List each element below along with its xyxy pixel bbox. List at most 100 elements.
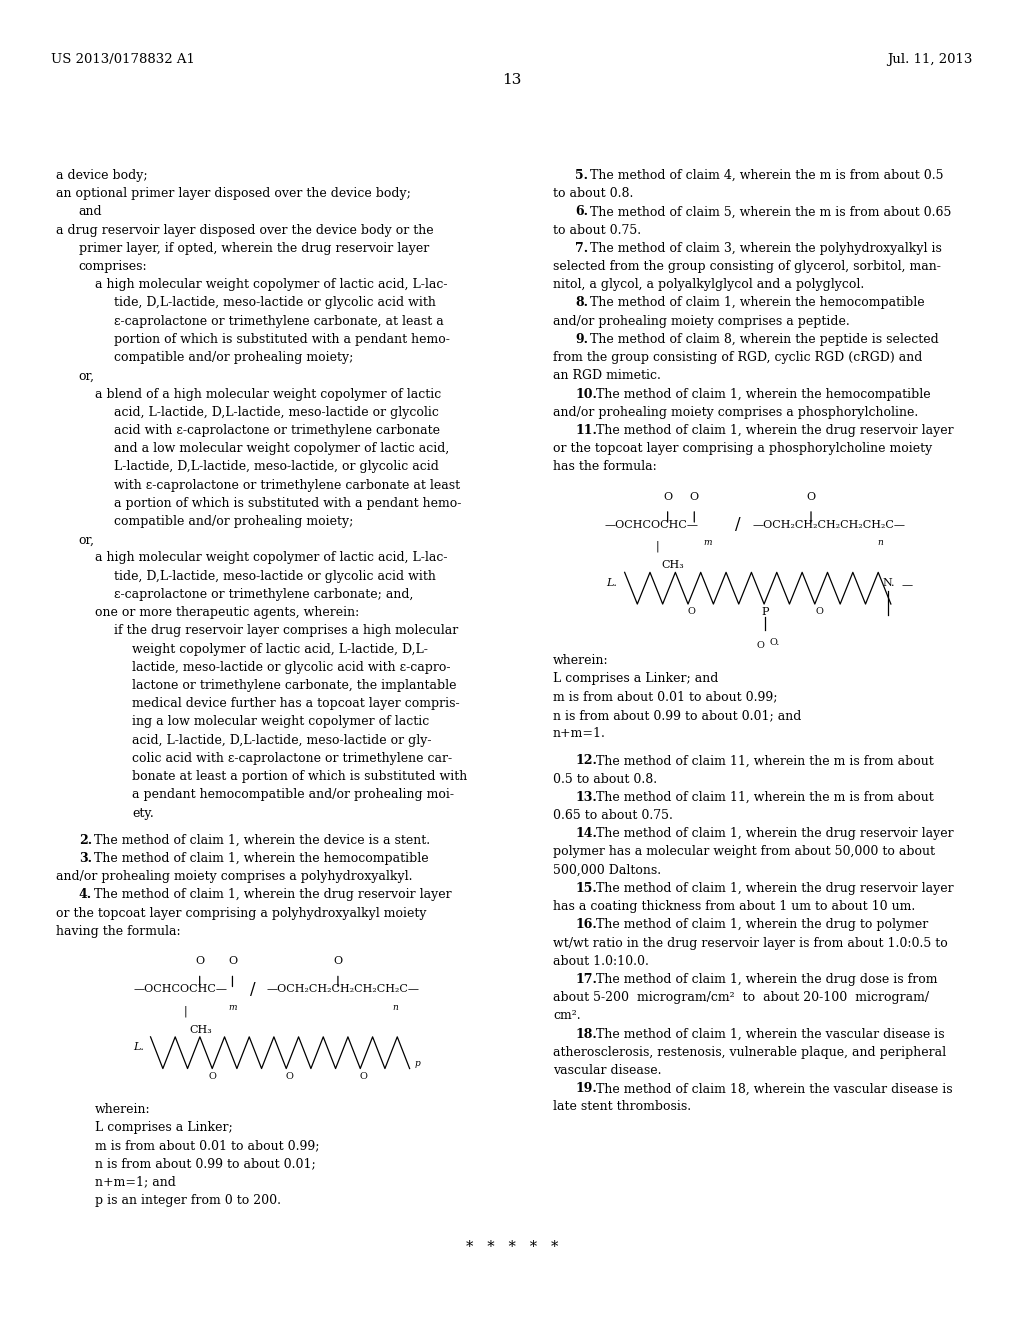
Text: The method of claim 1, wherein the drug dose is from: The method of claim 1, wherein the drug … xyxy=(592,973,937,986)
Text: tide, D,L-lactide, meso-lactide or glycolic acid with: tide, D,L-lactide, meso-lactide or glyco… xyxy=(114,297,435,309)
Text: and/or prohealing moiety comprises a peptide.: and/or prohealing moiety comprises a pep… xyxy=(553,314,850,327)
Text: lactide, meso-lactide or glycolic acid with ε-capro-: lactide, meso-lactide or glycolic acid w… xyxy=(132,661,451,673)
Text: The method of claim 8, wherein the peptide is selected: The method of claim 8, wherein the pepti… xyxy=(587,333,939,346)
Text: 13: 13 xyxy=(503,73,521,87)
Text: 5.: 5. xyxy=(575,169,589,182)
Text: a blend of a high molecular weight copolymer of lactic: a blend of a high molecular weight copol… xyxy=(95,388,441,400)
Text: The method of claim 11, wherein the m is from about: The method of claim 11, wherein the m is… xyxy=(592,755,934,767)
Text: L comprises a Linker;: L comprises a Linker; xyxy=(95,1121,233,1134)
Text: *   *   *   *   *: * * * * * xyxy=(466,1241,558,1254)
Text: a device body;: a device body; xyxy=(56,169,147,182)
Text: colic acid with ε-caprolactone or trimethylene car-: colic acid with ε-caprolactone or trimet… xyxy=(132,752,453,764)
Text: O: O xyxy=(196,957,204,966)
Text: The method of claim 1, wherein the device is a stent.: The method of claim 1, wherein the devic… xyxy=(90,834,430,847)
Text: n+m=1; and: n+m=1; and xyxy=(95,1176,176,1189)
Text: O: O xyxy=(687,607,695,616)
Text: acid, L-lactide, D,L-lactide, meso-lactide or glycolic: acid, L-lactide, D,L-lactide, meso-lacti… xyxy=(114,405,438,418)
Text: L comprises a Linker; and: L comprises a Linker; and xyxy=(553,672,718,685)
Text: cm².: cm². xyxy=(553,1010,581,1023)
Text: weight copolymer of lactic acid, L-lactide, D,L-: weight copolymer of lactic acid, L-lacti… xyxy=(132,643,428,656)
Text: portion of which is substituted with a pendant hemo-: portion of which is substituted with a p… xyxy=(114,333,450,346)
Text: lactone or trimethylene carbonate, the implantable: lactone or trimethylene carbonate, the i… xyxy=(132,678,457,692)
Text: 0.5 to about 0.8.: 0.5 to about 0.8. xyxy=(553,772,657,785)
Text: The method of claim 1, wherein the drug reservoir layer: The method of claim 1, wherein the drug … xyxy=(592,882,953,895)
Text: The method of claim 1, wherein the hemocompatible: The method of claim 1, wherein the hemoc… xyxy=(90,853,428,865)
Text: has a coating thickness from about 1 um to about 10 um.: has a coating thickness from about 1 um … xyxy=(553,900,915,913)
Text: 19.: 19. xyxy=(575,1082,597,1096)
Text: bonate at least a portion of which is substituted with: bonate at least a portion of which is su… xyxy=(132,770,467,783)
Text: O: O xyxy=(359,1072,368,1081)
Text: tide, D,L-lactide, meso-lactide or glycolic acid with: tide, D,L-lactide, meso-lactide or glyco… xyxy=(114,570,435,582)
Text: compatible and/or prohealing moiety;: compatible and/or prohealing moiety; xyxy=(114,515,353,528)
Text: to about 0.75.: to about 0.75. xyxy=(553,223,641,236)
Text: O: O xyxy=(664,492,672,502)
Text: P: P xyxy=(761,607,769,616)
Text: /: / xyxy=(735,516,741,533)
Text: a high molecular weight copolymer of lactic acid, L-lac-: a high molecular weight copolymer of lac… xyxy=(95,552,447,565)
Text: ing a low molecular weight copolymer of lactic: ing a low molecular weight copolymer of … xyxy=(132,715,429,729)
Text: or the topcoat layer comprising a phosphorylcholine moiety: or the topcoat layer comprising a phosph… xyxy=(553,442,932,455)
Text: —OCH₂CH₂CH₂CH₂CH₂C—: —OCH₂CH₂CH₂CH₂CH₂C— xyxy=(753,520,905,529)
Text: n: n xyxy=(878,539,884,546)
Text: L-lactide, D,L-lactide, meso-lactide, or glycolic acid: L-lactide, D,L-lactide, meso-lactide, or… xyxy=(114,461,438,474)
Text: a high molecular weight copolymer of lactic acid, L-lac-: a high molecular weight copolymer of lac… xyxy=(95,279,447,292)
Text: L.: L. xyxy=(133,1043,144,1052)
Text: about 1.0:10.0.: about 1.0:10.0. xyxy=(553,954,649,968)
Text: O: O xyxy=(228,957,237,966)
Text: acid with ε-caprolactone or trimethylene carbonate: acid with ε-caprolactone or trimethylene… xyxy=(114,424,439,437)
Text: O: O xyxy=(286,1072,294,1081)
Text: ε-caprolactone or trimethylene carbonate, at least a: ε-caprolactone or trimethylene carbonate… xyxy=(114,314,443,327)
Text: to about 0.8.: to about 0.8. xyxy=(553,187,633,201)
Text: —OCH₂CH₂CH₂CH₂CH₂C—: —OCH₂CH₂CH₂CH₂CH₂C— xyxy=(266,985,419,994)
Text: having the formula:: having the formula: xyxy=(56,925,181,939)
Text: 9.: 9. xyxy=(575,333,589,346)
Text: The method of claim 4, wherein the m is from about 0.5: The method of claim 4, wherein the m is … xyxy=(587,169,944,182)
Text: about 5-200  microgram/cm²  to  about 20-100  microgram/: about 5-200 microgram/cm² to about 20-10… xyxy=(553,991,929,1005)
Text: 14.: 14. xyxy=(575,828,597,841)
Text: 8.: 8. xyxy=(575,297,589,309)
Text: O: O xyxy=(208,1072,216,1081)
Text: O: O xyxy=(807,492,815,502)
Text: The method of claim 1, wherein the drug reservoir layer: The method of claim 1, wherein the drug … xyxy=(90,888,452,902)
Text: 18.: 18. xyxy=(575,1028,597,1040)
Text: and/or prohealing moiety comprises a phosphorylcholine.: and/or prohealing moiety comprises a pho… xyxy=(553,405,919,418)
Text: O.: O. xyxy=(769,639,779,647)
Text: O: O xyxy=(334,957,342,966)
Text: selected from the group consisting of glycerol, sorbitol, man-: selected from the group consisting of gl… xyxy=(553,260,941,273)
Text: primer layer, if opted, wherein the drug reservoir layer: primer layer, if opted, wherein the drug… xyxy=(79,242,429,255)
Text: N.: N. xyxy=(883,578,895,587)
Text: ety.: ety. xyxy=(132,807,154,820)
Text: m is from about 0.01 to about 0.99;: m is from about 0.01 to about 0.99; xyxy=(553,690,777,704)
Text: 7.: 7. xyxy=(575,242,589,255)
Text: ε-caprolactone or trimethylene carbonate; and,: ε-caprolactone or trimethylene carbonate… xyxy=(114,587,413,601)
Text: or,: or, xyxy=(79,533,95,546)
Text: 10.: 10. xyxy=(575,388,597,400)
Text: from the group consisting of RGD, cyclic RGD (cRGD) and: from the group consisting of RGD, cyclic… xyxy=(553,351,923,364)
Text: or the topcoat layer comprising a polyhydroxyalkyl moiety: or the topcoat layer comprising a polyhy… xyxy=(56,907,427,920)
Text: n is from about 0.99 to about 0.01; and: n is from about 0.99 to about 0.01; and xyxy=(553,709,802,722)
Text: 0.65 to about 0.75.: 0.65 to about 0.75. xyxy=(553,809,673,822)
Text: —OCHCOCHC—: —OCHCOCHC— xyxy=(604,520,698,529)
Text: comprises:: comprises: xyxy=(79,260,147,273)
Text: 2.: 2. xyxy=(79,834,92,847)
Text: an optional primer layer disposed over the device body;: an optional primer layer disposed over t… xyxy=(56,187,412,201)
Text: The method of claim 1, wherein the drug reservoir layer: The method of claim 1, wherein the drug … xyxy=(592,424,953,437)
Text: The method of claim 18, wherein the vascular disease is: The method of claim 18, wherein the vasc… xyxy=(592,1082,952,1096)
Text: The method of claim 1, wherein the drug reservoir layer: The method of claim 1, wherein the drug … xyxy=(592,828,953,841)
Text: |: | xyxy=(655,541,659,552)
Text: has the formula:: has the formula: xyxy=(553,461,656,474)
Text: an RGD mimetic.: an RGD mimetic. xyxy=(553,370,660,383)
Text: 4.: 4. xyxy=(79,888,92,902)
Text: /: / xyxy=(250,981,256,998)
Text: n: n xyxy=(392,1003,398,1011)
Text: and: and xyxy=(79,206,102,218)
Text: —: — xyxy=(901,581,912,590)
Text: with ε-caprolactone or trimethylene carbonate at least: with ε-caprolactone or trimethylene carb… xyxy=(114,479,460,491)
Text: m is from about 0.01 to about 0.99;: m is from about 0.01 to about 0.99; xyxy=(95,1139,319,1152)
Text: nitol, a glycol, a polyalkylglycol and a polyglycol.: nitol, a glycol, a polyalkylglycol and a… xyxy=(553,279,864,292)
Text: CH₃: CH₃ xyxy=(189,1026,212,1035)
Text: vascular disease.: vascular disease. xyxy=(553,1064,662,1077)
Text: p is an integer from 0 to 200.: p is an integer from 0 to 200. xyxy=(95,1195,282,1206)
Text: Jul. 11, 2013: Jul. 11, 2013 xyxy=(888,53,973,66)
Text: late stent thrombosis.: late stent thrombosis. xyxy=(553,1101,691,1114)
